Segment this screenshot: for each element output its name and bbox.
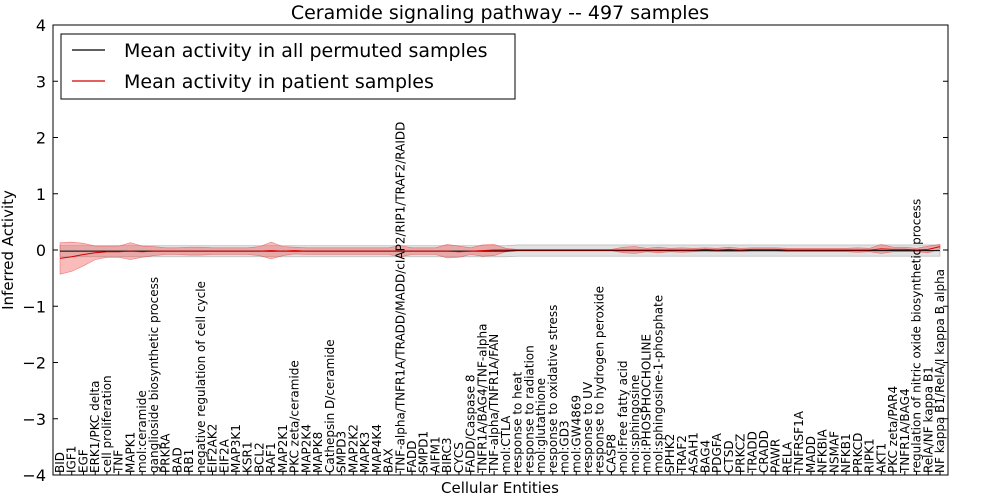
x-category-label: FADD/Caspase 8 (464, 374, 478, 473)
x-category-label: response to hydrogen peroxide (593, 286, 607, 473)
y-tick-label: −2 (22, 354, 46, 373)
x-category-label: EIF2AK2 (206, 424, 220, 473)
x-category-label: RelA/NF kappa B1 (921, 366, 935, 473)
x-category-label: RB1 (182, 449, 196, 473)
y-tick-label: −4 (22, 466, 46, 485)
x-category-label: TRAF2 (675, 435, 689, 474)
x-category-label: TNF (112, 450, 126, 474)
series-lines (59, 246, 941, 259)
x-category-label: mol:sphingosine-1-phosphate (651, 295, 665, 473)
x-category-label: BIRC3 (440, 437, 454, 473)
x-category-label: EGF (77, 449, 91, 473)
y-tick-label: 3 (36, 72, 46, 91)
x-category-label: MAPK1 (123, 432, 137, 473)
x-category-label: response to heat (511, 371, 525, 473)
x-category-label: BCL2 (253, 442, 267, 473)
x-category-label: CRADD (757, 430, 771, 473)
legend-box (60, 33, 516, 100)
x-category-label: NF kappa B1/RelA/I kappa B alpha (933, 269, 947, 473)
x-category-label: mol:sphingosine (628, 375, 642, 473)
x-category-label: MAPK8 (311, 432, 325, 473)
x-category-label: AKT1 (874, 443, 888, 473)
x-category-label: PRKCD (851, 433, 865, 473)
x-category-label: mol:GW4869 (569, 395, 583, 473)
x-category-label: ganglioside biosynthetic process (147, 277, 161, 473)
x-category-label: KSR1 (241, 442, 255, 473)
x-category-label: response to radiation (522, 345, 536, 473)
x-category-label: MADD (804, 436, 818, 473)
x-category-label: EIF2A (217, 438, 231, 473)
x-category-label: PAWR (769, 439, 783, 473)
x-category-label: MAP4K4 (370, 424, 384, 473)
x-category-label: negative regulation of cell cycle (194, 281, 208, 473)
x-category-label: TNFR1A/BAG4/TNF-alpha (475, 324, 489, 474)
x-category-label: NSMAF (827, 431, 841, 473)
x-category-label: TNF-alpha/TNFR1A/TRADD/MADD/cIAP2/RIP1/T… (393, 122, 407, 474)
x-category-label: PKC zeta/PAR4 (886, 386, 900, 473)
y-tick-label: 4 (36, 16, 46, 35)
x-category-label: RIPK1 (863, 438, 877, 473)
x-category-label: CASP8 (605, 434, 619, 473)
legend-label-patient: Mean activity in patient samples (124, 71, 434, 93)
x-category-label: PRKCZ (734, 434, 748, 473)
x-category-label: MAP2K2 (346, 424, 360, 473)
x-category-label: TNFR1A/BAG4 (898, 388, 912, 474)
y-axis: −4 −3 −2 −1 0 1 2 3 4 (22, 16, 948, 485)
legend-label-permuted: Mean activity in all permuted samples (124, 40, 487, 62)
x-category-label: CYCS (452, 442, 466, 473)
x-category-label: ASAH1 (687, 432, 701, 473)
chart-title: Ceramide signaling pathway -- 497 sample… (291, 2, 709, 24)
x-category-label: mol:ceramide (135, 390, 149, 473)
x-category-label: SPHK2 (663, 434, 677, 473)
x-category-label: cell proliferation (100, 375, 114, 473)
x-category-label: AIFM1 (429, 436, 443, 473)
x-category-label: RAF1 (264, 442, 278, 473)
y-tick-label: −3 (22, 410, 46, 429)
x-category-label: TNF-alpha/TNFR1A/FAN (487, 334, 501, 474)
y-tick-label: 0 (36, 241, 46, 260)
x-category-label: MAP2K4 (299, 424, 313, 473)
x-category-label: PRKRA (159, 433, 173, 473)
x-axis-title: Cellular Entities (441, 479, 559, 497)
x-category-label: NFKB1 (839, 433, 853, 473)
x-category-label: MAP2K1 (276, 424, 290, 473)
x-category-label: response to UV (581, 381, 595, 473)
y-tick-label: 2 (36, 129, 46, 148)
x-category-label: SMPD1 (417, 431, 431, 473)
line-series-1 (59, 246, 941, 259)
x-category-label: BID (53, 452, 67, 473)
plot-frame (52, 24, 949, 476)
x-category-label: response to oxidative stress (546, 305, 560, 473)
y-tick-label: 1 (36, 185, 46, 204)
x-category-label: BAG4 (698, 440, 712, 473)
x-category-label: SMPD3 (335, 431, 349, 473)
x-category-label: BAD (170, 447, 184, 473)
x-category-label: regulation of nitric oxide biosynthetic … (910, 199, 924, 473)
x-category-label: MAPK3 (358, 432, 372, 473)
y-tick-label: −1 (22, 297, 46, 316)
x-category-label: mol:PHOSPHOCHOLINE (640, 334, 654, 473)
x-category-label: mol:CTLA (499, 415, 513, 473)
x-category-label: mol:glutathione (534, 378, 548, 473)
x-category-label: CTSD (722, 440, 736, 473)
x-category-label: TNFRSF1A (792, 410, 806, 474)
x-category-label: mol:Free fatty acid (616, 361, 630, 474)
x-category-label: TRADD (745, 431, 759, 474)
x-category-label: PKC zeta/ceramide (288, 360, 302, 473)
y-axis-title: Inferred Activity (0, 190, 17, 310)
x-category-label: Cathepsin D/ceramide (323, 339, 337, 473)
x-category-label: PDGFA (710, 432, 724, 473)
x-category-label: BAX (382, 448, 396, 473)
x-category-label: ERK1/PKC delta (88, 380, 102, 473)
x-category-label: IGF1 (65, 446, 79, 473)
x-category-label: RELA (781, 441, 795, 473)
x-category-label: FADD (405, 441, 419, 474)
x-category-label: MAP3K1 (229, 424, 243, 473)
x-category-label: mol:GD3 (558, 420, 572, 473)
x-category-label: NFKBIA (816, 428, 830, 473)
legend: Mean activity in all permuted samples Me… (60, 33, 516, 100)
